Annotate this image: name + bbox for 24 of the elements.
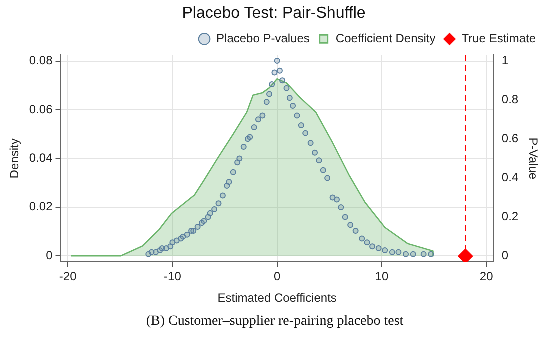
y-axis-title: Density xyxy=(8,138,22,179)
y2-tick-label: 0.2 xyxy=(502,210,519,224)
y-tick-label: 0 xyxy=(46,248,54,262)
x-tick-label: -10 xyxy=(164,270,182,284)
legend-label: Coefficient Density xyxy=(336,32,436,46)
legend-label: Placebo P-values xyxy=(216,32,310,46)
x-axis-title: Estimated Coefficients xyxy=(218,291,337,306)
y2-tick-label: 0.8 xyxy=(502,92,519,106)
y2-tick-label: 1 xyxy=(502,53,509,68)
y-tick-label: 0.08 xyxy=(29,54,54,68)
x-tick-label: 20 xyxy=(480,270,494,284)
legend-label: True Estimate xyxy=(462,32,536,46)
chart-title: Placebo Test: Pair-Shuffle xyxy=(182,5,366,22)
x-tick-label: 0 xyxy=(274,270,281,284)
y-tick-label: 0.06 xyxy=(29,102,54,116)
y-tick-label: 0.02 xyxy=(29,200,54,214)
text: (B) Customer–supplier re-pairing placebo test xyxy=(145,314,405,330)
y2-tick-label: 0 xyxy=(502,248,509,263)
x-tick-label: -20 xyxy=(59,270,78,284)
y-tick-label: 0.04 xyxy=(29,151,54,166)
y2-tick-label: 0.4 xyxy=(502,170,519,185)
y2-tick-label: 0.6 xyxy=(502,131,519,146)
y2-axis-title: P-Value xyxy=(526,138,540,180)
x-tick-label: 10 xyxy=(375,270,389,284)
